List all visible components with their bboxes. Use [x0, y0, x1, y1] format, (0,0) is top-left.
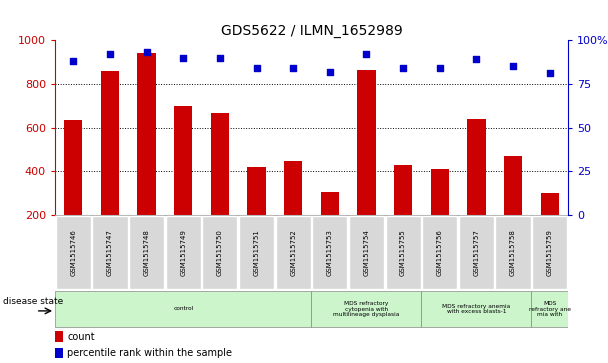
Bar: [174, 106, 192, 215]
Text: GSM1515751: GSM1515751: [254, 229, 260, 276]
FancyBboxPatch shape: [165, 216, 201, 289]
Text: GSM1515755: GSM1515755: [400, 229, 406, 276]
Point: [178, 54, 188, 60]
Point: [472, 56, 482, 62]
Bar: [541, 193, 559, 215]
Bar: [247, 167, 266, 215]
FancyBboxPatch shape: [531, 291, 568, 327]
FancyBboxPatch shape: [275, 216, 311, 289]
Text: MDS
refractory ane
mia with: MDS refractory ane mia with: [529, 301, 571, 317]
Text: GSM1515748: GSM1515748: [143, 229, 150, 276]
Text: GSM1515752: GSM1515752: [290, 229, 296, 276]
Text: GSM1515754: GSM1515754: [364, 229, 370, 276]
Point: [435, 65, 444, 71]
FancyBboxPatch shape: [421, 291, 531, 327]
Text: GSM1515750: GSM1515750: [217, 229, 223, 276]
Bar: [101, 71, 119, 215]
FancyBboxPatch shape: [496, 216, 531, 289]
FancyBboxPatch shape: [56, 216, 91, 289]
FancyBboxPatch shape: [385, 216, 421, 289]
Bar: [467, 119, 486, 215]
Bar: [55, 348, 63, 358]
Point: [215, 54, 225, 60]
Point: [105, 51, 115, 57]
Bar: [358, 70, 376, 215]
Text: GSM1515757: GSM1515757: [474, 229, 479, 276]
Bar: [211, 113, 229, 215]
Bar: [55, 331, 63, 342]
Point: [325, 69, 334, 74]
FancyBboxPatch shape: [349, 216, 384, 289]
Point: [252, 65, 261, 71]
FancyBboxPatch shape: [55, 291, 311, 327]
FancyBboxPatch shape: [459, 216, 494, 289]
Point: [288, 65, 298, 71]
Point: [69, 58, 78, 64]
FancyBboxPatch shape: [129, 216, 164, 289]
Text: count: count: [67, 331, 95, 342]
FancyBboxPatch shape: [313, 216, 347, 289]
Text: GSM1515753: GSM1515753: [327, 229, 333, 276]
FancyBboxPatch shape: [422, 216, 457, 289]
Bar: [64, 120, 83, 215]
Text: GSM1515747: GSM1515747: [107, 229, 113, 276]
Text: percentile rank within the sample: percentile rank within the sample: [67, 348, 232, 358]
Bar: [504, 156, 522, 215]
Point: [142, 49, 151, 55]
Text: GSM1515746: GSM1515746: [71, 229, 77, 276]
Text: MDS refractory anemia
with excess blasts-1: MDS refractory anemia with excess blasts…: [442, 303, 511, 314]
Text: GSM1515749: GSM1515749: [180, 229, 186, 276]
Text: GSM1515758: GSM1515758: [510, 229, 516, 276]
Bar: [137, 53, 156, 215]
Bar: [284, 162, 302, 215]
FancyBboxPatch shape: [239, 216, 274, 289]
Text: MDS refractory
cytopenia with
multilineage dysplasia: MDS refractory cytopenia with multilinea…: [333, 301, 399, 317]
FancyBboxPatch shape: [311, 291, 421, 327]
Bar: [320, 192, 339, 215]
FancyBboxPatch shape: [532, 216, 567, 289]
Text: control: control: [173, 306, 193, 311]
Title: GDS5622 / ILMN_1652989: GDS5622 / ILMN_1652989: [221, 24, 402, 38]
Point: [545, 70, 554, 76]
Text: GSM1515756: GSM1515756: [437, 229, 443, 276]
FancyBboxPatch shape: [202, 216, 238, 289]
Bar: [430, 169, 449, 215]
Text: GSM1515759: GSM1515759: [547, 229, 553, 276]
Point: [362, 51, 371, 57]
Bar: [394, 165, 412, 215]
Point: [508, 64, 518, 69]
FancyBboxPatch shape: [92, 216, 128, 289]
Point: [398, 65, 408, 71]
Text: disease state: disease state: [3, 297, 63, 306]
